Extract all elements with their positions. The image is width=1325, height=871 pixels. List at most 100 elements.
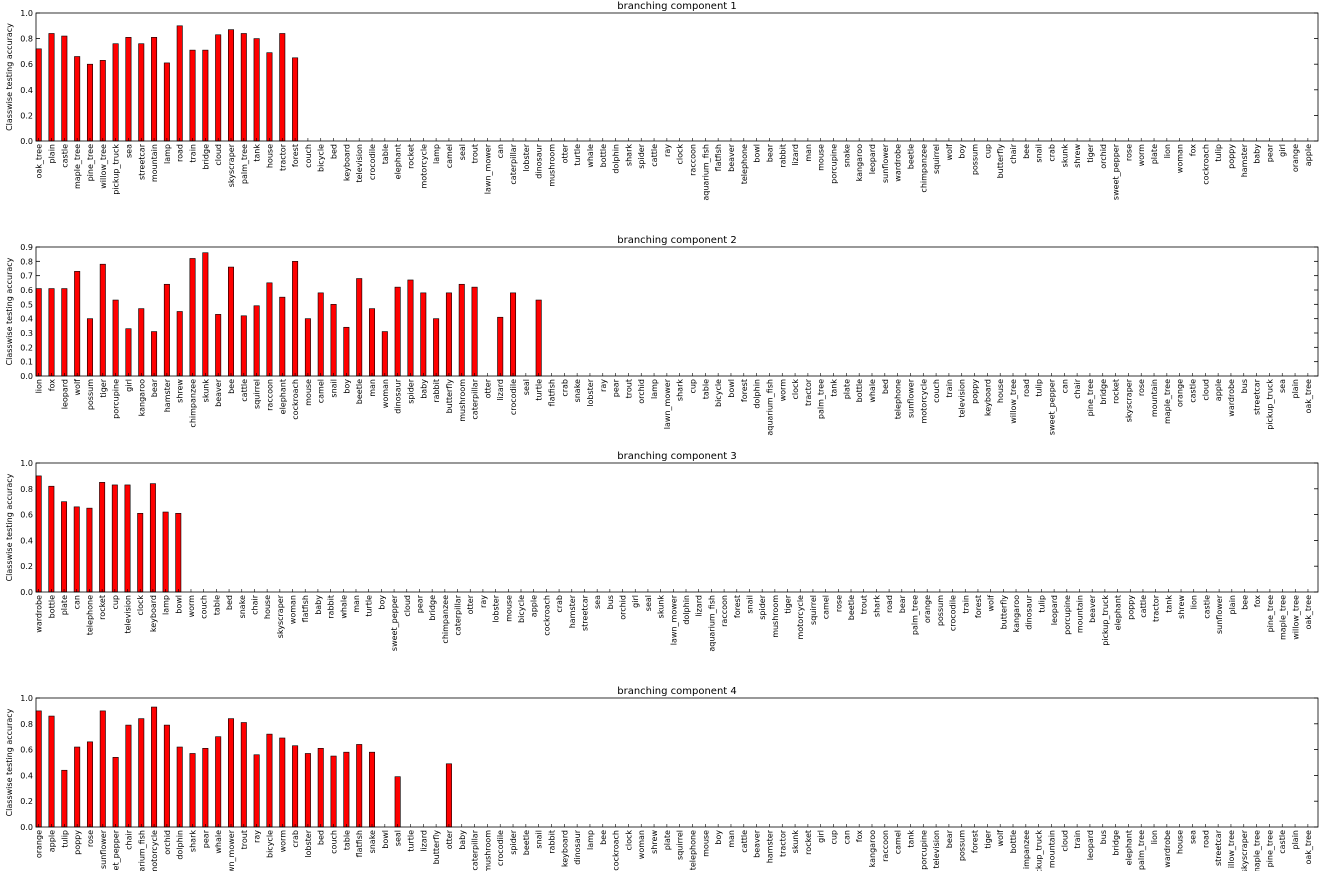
x-tick-label: lamp [162, 595, 171, 615]
y-tick-label: 0.6 [20, 511, 33, 520]
bar [35, 48, 42, 142]
x-tick-label: tiger [99, 378, 108, 397]
x-tick-label: cloud [214, 144, 223, 166]
x-tick-label: flatfish [355, 830, 364, 857]
x-tick-label: sunflower [906, 378, 915, 418]
x-tick-label: cup [111, 595, 120, 610]
x-tick-label: flatfish [714, 144, 723, 171]
x-tick-label: cockroach [612, 830, 621, 871]
x-tick-label: aquarium_fish [707, 595, 716, 652]
x-tick-label: turtle [573, 144, 582, 166]
x-tick-label: caterpillar [509, 143, 518, 184]
x-tick-label: wardrobe [894, 144, 903, 182]
x-tick-label: lamp [432, 144, 441, 164]
bar [330, 755, 337, 828]
x-tick-label: tractor [778, 829, 787, 857]
x-tick-label: chair [250, 594, 259, 615]
x-tick-label: motorcycle [419, 144, 428, 189]
x-tick-label: pine_tree [1266, 595, 1275, 632]
x-tick-label: kangaroo [1012, 595, 1021, 632]
bar [356, 744, 363, 828]
x-tick-label: oak_tree [1304, 379, 1313, 414]
x-tick-label: poppy [1227, 144, 1236, 169]
x-tick-label: forest [291, 144, 300, 167]
x-tick-label: bee [599, 830, 608, 845]
x-tick-label: lizard [419, 830, 428, 852]
x-tick-label: dinosaur [535, 143, 544, 178]
x-tick-label: whale [586, 144, 595, 168]
x-tick-label: worm [278, 830, 287, 853]
x-tick-label: mouse [504, 595, 513, 622]
x-tick-label: dolphin [753, 379, 762, 409]
bar [369, 751, 376, 828]
plot-frame [35, 12, 1319, 142]
y-tick-label: 0.0 [20, 137, 33, 146]
x-tick-label: porcupine [830, 144, 839, 184]
bar [535, 299, 542, 377]
x-tick-label: rabbit [432, 379, 441, 403]
bar [240, 722, 247, 828]
plot-frame [35, 697, 1319, 828]
x-tick-label: orange [923, 595, 932, 623]
x-tick-label: spider [637, 143, 646, 168]
x-tick-label: caterpillar [454, 594, 463, 635]
x-tick-label: television [932, 830, 941, 869]
x-tick-label: lizard [695, 595, 704, 617]
x-tick-label: mouse [304, 379, 313, 406]
x-tick-label: man [727, 830, 736, 848]
x-tick-label: chair [124, 829, 133, 850]
x-tick-label: poppy [971, 379, 980, 404]
x-tick-label: keyboard [983, 379, 992, 416]
y-tick-label: 0.6 [20, 746, 33, 755]
bar [35, 288, 42, 377]
y-tick-label: 0.4 [20, 315, 33, 324]
x-tick-label: sweet_pepper [390, 594, 399, 651]
x-tick-label: impanzee [1022, 830, 1031, 869]
y-tick-label: 0.6 [20, 60, 33, 69]
x-tick-label: otter [483, 378, 492, 398]
x-tick-label: rose [1124, 144, 1133, 161]
x-tick-label: telephone [689, 830, 698, 870]
bar [163, 62, 170, 142]
x-tick-label: orchid [163, 830, 172, 855]
x-tick-label: mountain [1075, 595, 1084, 633]
x-tick-label: camel [317, 379, 326, 403]
x-tick-label: elephant [1124, 830, 1133, 865]
bar [163, 724, 170, 828]
x-tick-label: dolphin [682, 595, 691, 625]
bar [266, 52, 273, 142]
x-tick-label: man [352, 595, 361, 613]
x-tick-label: bus [606, 595, 615, 609]
bar [86, 63, 93, 142]
x-tick-label: lawn_mower [669, 594, 678, 645]
y-tick-label: 1.0 [20, 459, 33, 468]
x-tick-label: raccoon [881, 830, 890, 862]
x-tick-label: palm_tree [240, 144, 249, 184]
x-tick-label: bed [225, 595, 234, 610]
y-axis-label: Classwise testing accuracy [5, 23, 14, 131]
x-tick-label: seal [394, 830, 403, 846]
x-tick-label: mouse [817, 144, 826, 171]
x-tick-label: skunk [791, 830, 800, 854]
bar [175, 513, 182, 593]
x-tick-label: skyscraper [1240, 829, 1249, 871]
x-tick-label: bridge [1099, 379, 1108, 405]
x-tick-label: shark [872, 595, 881, 617]
x-tick-label: bowl [381, 830, 390, 849]
x-tick-label: squirrel [932, 144, 941, 174]
x-tick-label: girl [817, 830, 826, 843]
x-tick-label: lion [1190, 595, 1199, 609]
bar [381, 331, 388, 377]
x-tick-label: cup [983, 144, 992, 159]
x-tick-label: fox [1188, 144, 1197, 156]
x-tick-label: couch [200, 595, 209, 619]
x-tick-label: poppy [73, 830, 82, 855]
x-tick-label: cloud [1060, 830, 1069, 852]
x-tick-label: sweet_pepper [1047, 378, 1056, 435]
y-tick-label: 0.8 [20, 485, 33, 494]
x-tick-label: plate [60, 595, 69, 615]
x-tick-label: man [368, 379, 377, 397]
chart-title: branching component 4 [617, 686, 737, 697]
x-tick-label: castle [1188, 379, 1197, 403]
x-tick-label: lobster [586, 378, 595, 406]
